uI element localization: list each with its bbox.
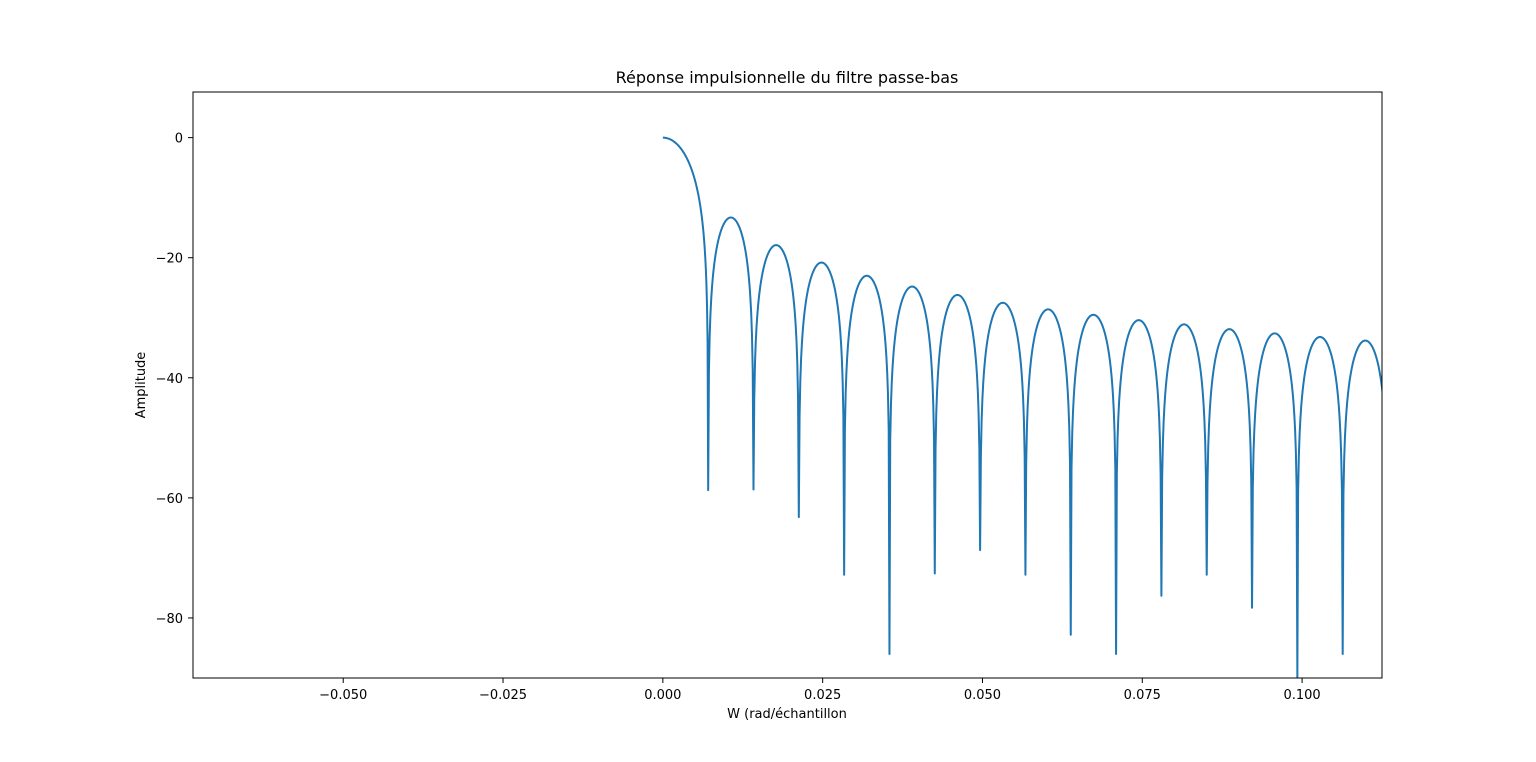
axes-frame <box>192 91 1383 679</box>
x-tick-label: 0.000 <box>644 688 681 703</box>
plot-area <box>192 91 1383 679</box>
x-tick-label: 0.075 <box>1124 688 1161 703</box>
y-tick-label: −40 <box>156 372 183 387</box>
y-axis-label: Amplitude <box>134 352 149 419</box>
y-tick-label: −20 <box>156 252 183 267</box>
x-tick-label: 0.050 <box>964 688 1001 703</box>
y-axis: 0 −20 −40 −60 −80 <box>156 132 193 627</box>
x-tick-label: −0.050 <box>319 688 367 703</box>
frequency-response-line <box>662 136 1382 678</box>
chart-title: Réponse impulsionnelle du filtre passe-b… <box>616 68 959 87</box>
x-tick-label: 0.100 <box>1283 688 1320 703</box>
x-axis-label: W (rad/échantillon <box>727 707 847 722</box>
y-tick-label: −80 <box>156 612 183 627</box>
y-tick-label: −60 <box>156 492 183 507</box>
x-axis: −0.050 −0.025 0.000 0.025 0.050 0.075 0.100 <box>319 678 1321 703</box>
y-tick-label: 0 <box>175 132 183 147</box>
x-tick-label: 0.025 <box>804 688 841 703</box>
x-tick-label: −0.025 <box>479 688 527 703</box>
